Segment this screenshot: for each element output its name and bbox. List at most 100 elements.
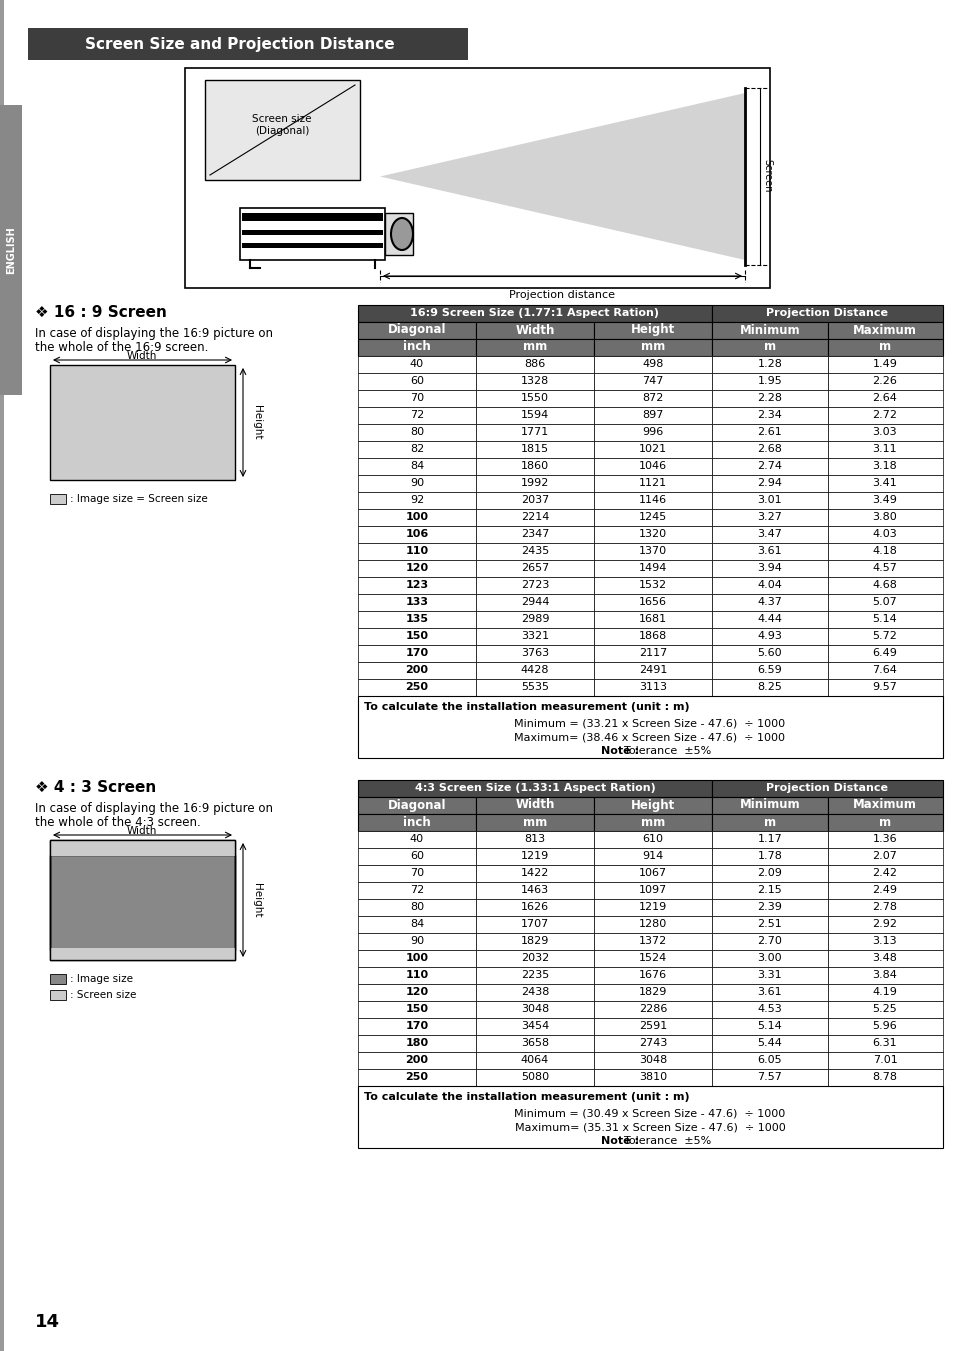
Bar <box>357 898 476 916</box>
Text: m: m <box>763 340 775 354</box>
Bar <box>827 476 942 492</box>
Text: 1829: 1829 <box>639 988 666 997</box>
Text: the whole of the 16:9 screen.: the whole of the 16:9 screen. <box>35 340 208 354</box>
Text: 1494: 1494 <box>639 563 666 573</box>
Text: 5080: 5080 <box>520 1071 549 1082</box>
Text: 1372: 1372 <box>639 936 666 946</box>
Bar <box>357 1001 476 1019</box>
Text: 1681: 1681 <box>639 613 666 624</box>
Bar <box>711 1019 827 1035</box>
Bar <box>357 815 476 831</box>
Bar <box>357 492 476 509</box>
Text: 1594: 1594 <box>520 409 549 420</box>
Bar <box>594 407 711 424</box>
Bar <box>594 865 711 882</box>
Bar <box>240 208 385 259</box>
Text: 2032: 2032 <box>520 952 549 963</box>
Text: 3.18: 3.18 <box>872 461 897 471</box>
Bar <box>357 577 476 594</box>
Text: 5.96: 5.96 <box>872 1021 897 1031</box>
Text: 150: 150 <box>405 631 428 640</box>
Bar <box>594 644 711 662</box>
Bar <box>827 934 942 950</box>
Bar <box>50 855 234 950</box>
Bar <box>827 561 942 577</box>
Bar <box>827 458 942 476</box>
Text: 813: 813 <box>524 834 545 844</box>
Text: 2989: 2989 <box>520 613 549 624</box>
Text: 1280: 1280 <box>639 919 666 929</box>
Bar <box>711 680 827 696</box>
Text: 1463: 1463 <box>520 885 549 894</box>
Text: Maximum= (35.31 x Screen Size - 47.6)  ÷ 1000: Maximum= (35.31 x Screen Size - 47.6) ÷ … <box>514 1121 784 1132</box>
Text: 90: 90 <box>410 936 424 946</box>
Bar <box>357 407 476 424</box>
Bar <box>827 322 942 339</box>
Text: 2.49: 2.49 <box>872 885 897 894</box>
Text: m: m <box>878 816 890 828</box>
Bar <box>827 390 942 407</box>
Bar <box>594 458 711 476</box>
Bar <box>827 984 942 1001</box>
Text: 1.36: 1.36 <box>872 834 897 844</box>
Text: 1320: 1320 <box>639 530 666 539</box>
Text: 80: 80 <box>410 427 424 436</box>
Text: 3454: 3454 <box>520 1021 549 1031</box>
Text: 2723: 2723 <box>520 580 549 590</box>
Text: 2.15: 2.15 <box>757 885 781 894</box>
Bar <box>594 339 711 357</box>
Bar <box>827 492 942 509</box>
Bar <box>476 526 594 543</box>
Text: 886: 886 <box>524 359 545 369</box>
Text: 897: 897 <box>641 409 663 420</box>
Text: Width: Width <box>515 798 554 812</box>
Bar <box>50 948 234 961</box>
Bar <box>827 440 942 458</box>
Bar <box>357 440 476 458</box>
Bar <box>711 898 827 916</box>
Text: 16:9 Screen Size (1.77:1 Aspect Ration): 16:9 Screen Size (1.77:1 Aspect Ration) <box>410 308 659 317</box>
Text: 1532: 1532 <box>639 580 666 590</box>
Bar <box>711 984 827 1001</box>
Bar <box>0 0 4 1351</box>
Bar <box>50 365 234 480</box>
Text: mm: mm <box>522 340 547 354</box>
Bar <box>827 898 942 916</box>
Bar <box>357 1086 942 1148</box>
Text: 1771: 1771 <box>520 427 549 436</box>
Text: 2347: 2347 <box>520 530 549 539</box>
Bar <box>827 509 942 526</box>
Text: inch: inch <box>403 816 431 828</box>
Text: Minimum: Minimum <box>739 323 800 336</box>
Text: 914: 914 <box>641 851 663 861</box>
Bar <box>594 815 711 831</box>
Bar <box>357 831 476 848</box>
Bar <box>711 950 827 967</box>
Bar <box>357 1035 476 1052</box>
Bar <box>476 594 594 611</box>
Bar <box>28 28 468 59</box>
Bar <box>711 476 827 492</box>
Text: 3.11: 3.11 <box>872 444 897 454</box>
Text: 2.07: 2.07 <box>872 851 897 861</box>
Bar <box>385 213 413 255</box>
Bar <box>711 848 827 865</box>
Text: : Image size = Screen size: : Image size = Screen size <box>70 494 208 504</box>
Bar <box>476 458 594 476</box>
Bar <box>827 662 942 680</box>
Bar <box>711 1001 827 1019</box>
Bar <box>476 848 594 865</box>
Bar <box>827 882 942 898</box>
Text: 1.95: 1.95 <box>757 376 781 386</box>
Text: 6.49: 6.49 <box>872 648 897 658</box>
Text: 8.25: 8.25 <box>757 682 781 692</box>
Bar <box>357 424 476 440</box>
Bar <box>594 628 711 644</box>
Text: 5.25: 5.25 <box>872 1004 897 1015</box>
Text: 6.05: 6.05 <box>757 1055 781 1065</box>
Bar <box>827 950 942 967</box>
Text: 2.28: 2.28 <box>757 393 781 403</box>
Text: 2435: 2435 <box>520 546 549 557</box>
Bar <box>711 1069 827 1086</box>
Text: 4.18: 4.18 <box>872 546 897 557</box>
